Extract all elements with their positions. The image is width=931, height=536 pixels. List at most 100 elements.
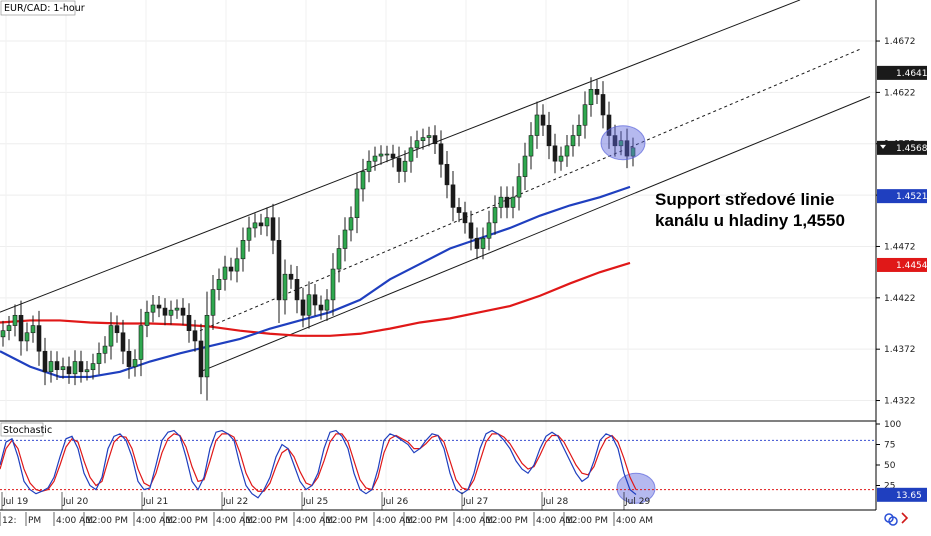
- price-tag-box: [877, 65, 927, 80]
- candle-body: [186, 314, 192, 331]
- candle-body: [222, 266, 228, 280]
- candle-body: [522, 155, 528, 177]
- candle-body: [84, 369, 90, 373]
- candle-body: [42, 350, 48, 373]
- time-axis[interactable]: Jul 19 Jul 20 Jul 21 Jul 22 Jul 25 Jul 26 Jul …: [0, 492, 876, 526]
- candle-body: [90, 363, 96, 371]
- time-label: 4:00 AM: [56, 516, 93, 526]
- candles: [0, 77, 636, 401]
- candle-body: [426, 135, 432, 138]
- date-label: Jul 27: [462, 497, 488, 507]
- candle-body: [624, 140, 630, 157]
- candle-body: [570, 135, 576, 147]
- candle-body: [120, 332, 126, 352]
- price-tick-label: 1.4372: [884, 345, 916, 355]
- candle-body: [630, 147, 636, 157]
- candle-body: [0, 330, 6, 338]
- time-label: 12:00 PM: [406, 516, 448, 526]
- candle-body: [438, 143, 444, 165]
- candle-body: [366, 160, 372, 172]
- candle-body: [354, 188, 360, 219]
- candle-body: [18, 314, 24, 342]
- link-icon[interactable]: [888, 516, 898, 526]
- candle-body: [264, 217, 270, 227]
- price-tag-label: 1.4568: [896, 144, 928, 154]
- time-label: 12:00 PM: [86, 516, 128, 526]
- candle-body: [348, 217, 354, 231]
- date-label: Jul 19: [2, 497, 28, 507]
- candle-body: [138, 325, 144, 360]
- candle-body: [444, 163, 450, 186]
- candle-body: [72, 361, 78, 375]
- date-label: Jul 20: [62, 497, 88, 507]
- stochastic-label-box: [0, 422, 44, 437]
- candle-body: [408, 147, 414, 162]
- price-tag-box: [877, 257, 927, 272]
- stochastic-tick-label: 100: [884, 420, 901, 430]
- candle-body: [318, 304, 324, 311]
- date-label: Jul 22: [222, 497, 248, 507]
- main-pane: EUR/CAD: 1-hour Support středové linie k…: [0, 0, 876, 510]
- candle-body: [204, 314, 210, 378]
- date-label: Jul 26: [382, 497, 408, 507]
- candle-body: [48, 361, 54, 373]
- price-tag-label: 1.4521: [896, 192, 928, 202]
- time-label: 12:00 PM: [326, 516, 368, 526]
- candle-body: [132, 359, 138, 367]
- candle-body: [594, 89, 600, 95]
- price-tag-box: [877, 140, 927, 155]
- candle-body: [240, 240, 246, 260]
- time-label: 4:00 AM: [456, 516, 493, 526]
- trend-channel: [0, 0, 871, 373]
- candle-body: [294, 279, 300, 301]
- candle-body: [180, 307, 186, 316]
- candle-body: [276, 240, 282, 301]
- candle-body: [144, 311, 150, 326]
- highlight-circle: [600, 125, 646, 161]
- price-tags: 1.4641 1.4568 1.4521 1.4454 13.65: [877, 65, 928, 502]
- price-tag-label: 1.4454: [896, 261, 928, 271]
- channel-lower-line: [199, 96, 871, 373]
- candle-body: [288, 273, 294, 280]
- time-label: 12:: [2, 516, 16, 526]
- stochastic-tick-label: 75: [884, 441, 895, 451]
- candle-body: [360, 171, 366, 190]
- time-label: 4:00 AM: [136, 516, 173, 526]
- candle-body: [528, 135, 534, 157]
- candle-body: [252, 222, 258, 229]
- candle-body: [168, 309, 174, 316]
- candle-body: [282, 273, 288, 301]
- channel-upper-line: [0, 0, 801, 313]
- candle-body: [102, 345, 108, 354]
- time-label: 4:00 AM: [616, 516, 653, 526]
- price-tick-label: 1.4422: [884, 294, 916, 304]
- candle-body: [558, 155, 564, 162]
- stochastic-pane: Stochastic: [0, 420, 876, 499]
- candle-body: [162, 307, 168, 316]
- candle-body: [564, 145, 570, 157]
- candle-body: [606, 114, 612, 136]
- stochastic-tick-label: 50: [884, 461, 896, 471]
- arrow-right-icon[interactable]: [901, 512, 909, 524]
- caret-down-icon: [880, 144, 886, 149]
- time-label: PM: [28, 516, 41, 526]
- chart-title-box: [0, 0, 76, 16]
- stochastic-lines: [0, 429, 876, 499]
- candle-body: [552, 145, 558, 162]
- moving-averages: [0, 185, 631, 379]
- candle-body: [108, 325, 114, 347]
- candle-body: [516, 176, 522, 198]
- candle-body: [582, 104, 588, 126]
- ma-200-line: [0, 261, 631, 337]
- time-label: 12:00 PM: [246, 516, 288, 526]
- candle-body: [216, 279, 222, 290]
- candle-body: [114, 325, 120, 334]
- chart-grid: [0, 0, 876, 510]
- candle-body: [270, 217, 276, 241]
- price-tag-box: [877, 189, 927, 204]
- candle-body: [96, 352, 102, 364]
- candle-body: [66, 366, 72, 375]
- candle-body: [474, 237, 480, 249]
- axis-corner-icons[interactable]: [884, 512, 909, 526]
